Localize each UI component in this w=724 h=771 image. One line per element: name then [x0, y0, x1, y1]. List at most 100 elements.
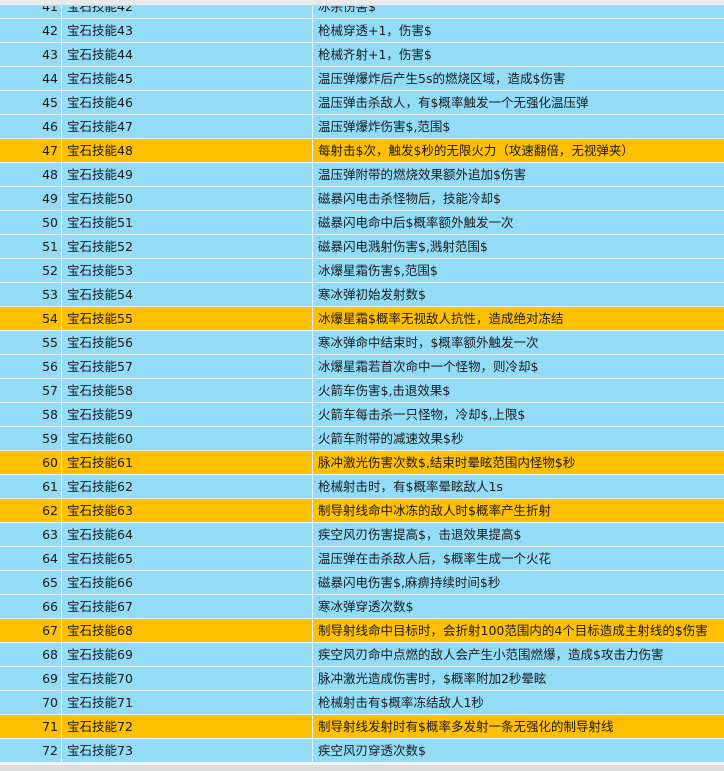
table-row[interactable]: 56 宝石技能57 冰爆星霜若首次命中一个怪物，则冷却$ [0, 355, 724, 379]
row-number-cell[interactable]: 55 [0, 331, 62, 354]
skill-description-cell[interactable]: 脉冲激光伤害次数$,结束时晕眩范围内怪物$秒 [318, 455, 576, 470]
skill-name-cell[interactable]: 宝石技能66 [62, 571, 313, 594]
skill-description-cell[interactable]: 疾空风刃命中点燃的敌人会产生小范围燃爆，造成$攻击力伤害 [318, 647, 664, 662]
skill-description-cell[interactable]: 温压弹附带的燃烧效果额外追加$伤害 [318, 167, 526, 182]
skill-name-cell[interactable]: 宝石技能62 [62, 475, 313, 498]
table-row[interactable]: 60 宝石技能61 脉冲激光伤害次数$,结束时晕眩范围内怪物$秒 [0, 451, 724, 475]
skill-name-cell[interactable]: 宝石技能68 [62, 619, 313, 642]
table-row[interactable]: 66 宝石技能67 寒冰弹穿透次数$ [0, 595, 724, 619]
skill-description-cell[interactable]: 磁暴闪电伤害$,麻痹持续时间$秒 [318, 575, 501, 590]
row-number-cell[interactable]: 62 [0, 499, 62, 522]
skill-name-cell[interactable]: 宝石技能64 [62, 523, 313, 546]
skill-name-cell[interactable]: 宝石技能46 [62, 91, 313, 114]
row-number-cell[interactable]: 66 [0, 595, 62, 618]
row-number-cell[interactable]: 46 [0, 115, 62, 138]
skill-description-cell[interactable]: 枪械射击有$概率冻结敌人1秒 [318, 695, 484, 710]
table-row[interactable]: 57 宝石技能58 火箭车伤害$,击退效果$ [0, 379, 724, 403]
row-number-cell[interactable]: 51 [0, 235, 62, 258]
table-row[interactable]: 63 宝石技能64 疾空风刃伤害提高$，击退效果提高$ [0, 523, 724, 547]
row-number-cell[interactable]: 52 [0, 259, 62, 282]
skill-name-cell[interactable]: 宝石技能48 [62, 139, 313, 162]
table-row[interactable]: 70 宝石技能71 枪械射击有$概率冻结敌人1秒 [0, 691, 724, 715]
row-number-cell[interactable]: 71 [0, 715, 62, 738]
row-number-cell[interactable]: 54 [0, 307, 62, 330]
table-row[interactable]: 72 宝石技能73 疾空风刃穿透次数$ [0, 739, 724, 763]
row-number-cell[interactable]: 48 [0, 163, 62, 186]
skill-name-cell[interactable]: 宝石技能43 [62, 19, 313, 42]
table-row[interactable]: 43 宝石技能44 枪械齐射+1，伤害$ [0, 43, 724, 67]
skill-name-cell[interactable]: 宝石技能67 [62, 595, 313, 618]
table-row[interactable]: 58 宝石技能59 火箭车每击杀一只怪物，冷却$,上限$ [0, 403, 724, 427]
table-row[interactable]: 42 宝石技能43 枪械穿透+1，伤害$ [0, 19, 724, 43]
row-number-cell[interactable]: 69 [0, 667, 62, 690]
row-number-cell[interactable]: 67 [0, 619, 62, 642]
table-row[interactable]: 59 宝石技能60 火箭车附带的减速效果$秒 [0, 427, 724, 451]
table-row[interactable]: 51 宝石技能52 磁暴闪电溅射伤害$,溅射范围$ [0, 235, 724, 259]
skill-name-cell[interactable]: 宝石技能63 [62, 499, 313, 522]
table-row[interactable]: 62 宝石技能63 制导射线命中冰冻的敌人时$概率产生折射 [0, 499, 724, 523]
skill-description-cell[interactable]: 寒冰弹穿透次数$ [318, 599, 414, 614]
row-number-cell[interactable]: 43 [0, 43, 62, 66]
row-number-cell[interactable]: 70 [0, 691, 62, 714]
skill-description-cell[interactable]: 磁暴闪电击杀怪物后，技能冷却$ [318, 191, 501, 206]
row-number-cell[interactable]: 64 [0, 547, 62, 570]
table-row[interactable]: 46 宝石技能47 温压弹爆炸伤害$,范围$ [0, 115, 724, 139]
table-row[interactable]: 55 宝石技能56 寒冰弹命中结束时，$概率额外触发一次 [0, 331, 724, 355]
table-row[interactable]: 64 宝石技能65 温压弹在击杀敌人后，$概率生成一个火花 [0, 547, 724, 571]
skill-description-cell[interactable]: 疾空风刃伤害提高$，击退效果提高$ [318, 527, 522, 542]
row-number-cell[interactable]: 68 [0, 643, 62, 666]
skill-description-cell[interactable]: 火箭车附带的减速效果$秒 [318, 431, 464, 446]
table-row[interactable]: 71 宝石技能72 制导射线发射时有$概率多发射一条无强化的制导射线 [0, 715, 724, 739]
skill-name-cell[interactable]: 宝石技能52 [62, 235, 313, 258]
skill-name-cell[interactable]: 宝石技能44 [62, 43, 313, 66]
table-row[interactable]: 69 宝石技能70 脉冲激光造成伤害时，$概率附加2秒晕眩 [0, 667, 724, 691]
skill-description-cell[interactable]: 冰爆星霜伤害$,范围$ [318, 263, 438, 278]
skill-name-cell[interactable]: 宝石技能56 [62, 331, 313, 354]
row-number-cell[interactable]: 49 [0, 187, 62, 210]
row-number-cell[interactable]: 42 [0, 19, 62, 42]
skill-name-cell[interactable]: 宝石技能72 [62, 715, 313, 738]
table-row[interactable]: 65 宝石技能66 磁暴闪电伤害$,麻痹持续时间$秒 [0, 571, 724, 595]
skill-name-cell[interactable]: 宝石技能59 [62, 403, 313, 426]
row-number-cell[interactable]: 50 [0, 211, 62, 234]
skill-name-cell[interactable]: 宝石技能53 [62, 259, 313, 282]
skill-name-cell[interactable]: 宝石技能51 [62, 211, 313, 234]
row-number-cell[interactable]: 57 [0, 379, 62, 402]
skill-description-cell[interactable]: 温压弹爆炸伤害$,范围$ [318, 119, 451, 134]
skill-description-cell[interactable]: 温压弹击杀敌人，有$概率触发一个无强化温压弹 [318, 95, 589, 110]
skill-description-cell[interactable]: 制导射线命中冰冻的敌人时$概率产生折射 [318, 503, 551, 518]
table-row[interactable]: 50 宝石技能51 磁暴闪电命中后$概率额外触发一次 [0, 211, 724, 235]
skill-description-cell[interactable]: 温压弹在击杀敌人后，$概率生成一个火花 [318, 551, 551, 566]
skill-name-cell[interactable]: 宝石技能73 [62, 739, 313, 762]
skill-description-cell[interactable]: 每射击$次，触发$秒的无限火力（攻速翻倍，无视弹夹） [318, 143, 634, 158]
skill-name-cell[interactable]: 宝石技能69 [62, 643, 313, 666]
table-row[interactable]: 52 宝石技能53 冰爆星霜伤害$,范围$ [0, 259, 724, 283]
skill-name-cell[interactable]: 宝石技能70 [62, 667, 313, 690]
skill-name-cell[interactable]: 宝石技能65 [62, 547, 313, 570]
skill-name-cell[interactable]: 宝石技能47 [62, 115, 313, 138]
skill-description-cell[interactable]: 磁暴闪电溅射伤害$,溅射范围$ [318, 239, 488, 254]
table-row[interactable]: 47 宝石技能48 每射击$次，触发$秒的无限火力（攻速翻倍，无视弹夹） [0, 139, 724, 163]
skill-description-cell[interactable]: 冰爆星霜$概率无视敌人抗性，造成绝对冻结 [318, 311, 564, 326]
skill-description-cell[interactable]: 脉冲激光造成伤害时，$概率附加2秒晕眩 [318, 671, 547, 686]
skill-name-cell[interactable]: 宝石技能58 [62, 379, 313, 402]
row-number-cell[interactable]: 59 [0, 427, 62, 450]
table-row[interactable]: 49 宝石技能50 磁暴闪电击杀怪物后，技能冷却$ [0, 187, 724, 211]
row-number-cell[interactable]: 56 [0, 355, 62, 378]
skill-description-cell[interactable]: 磁暴闪电命中后$概率额外触发一次 [318, 215, 514, 230]
skill-description-cell[interactable]: 制导射线命中目标时，会折射100范围内的4个目标造成主射线的$伤害 [318, 623, 708, 638]
row-number-cell[interactable]: 58 [0, 403, 62, 426]
row-number-cell[interactable]: 65 [0, 571, 62, 594]
row-number-cell[interactable]: 61 [0, 475, 62, 498]
skill-description-cell[interactable]: 冰爆星霜若首次命中一个怪物，则冷却$ [318, 359, 539, 374]
skill-description-cell[interactable]: 火箭车每击杀一只怪物，冷却$,上限$ [318, 407, 526, 422]
row-number-cell[interactable]: 60 [0, 451, 62, 474]
skill-description-cell[interactable]: 火箭车伤害$,击退效果$ [318, 383, 451, 398]
skill-name-cell[interactable]: 宝石技能49 [62, 163, 313, 186]
row-number-cell[interactable]: 72 [0, 739, 62, 762]
skill-description-cell[interactable]: 制导射线发射时有$概率多发射一条无强化的制导射线 [318, 719, 614, 734]
table-row[interactable]: 54 宝石技能55 冰爆星霜$概率无视敌人抗性，造成绝对冻结 [0, 307, 724, 331]
table-row[interactable]: 45 宝石技能46 温压弹击杀敌人，有$概率触发一个无强化温压弹 [0, 91, 724, 115]
skill-description-cell[interactable]: 疾空风刃穿透次数$ [318, 743, 426, 758]
skill-description-cell[interactable]: 温压弹爆炸后产生5s的燃烧区域，造成$伤害 [318, 71, 566, 86]
